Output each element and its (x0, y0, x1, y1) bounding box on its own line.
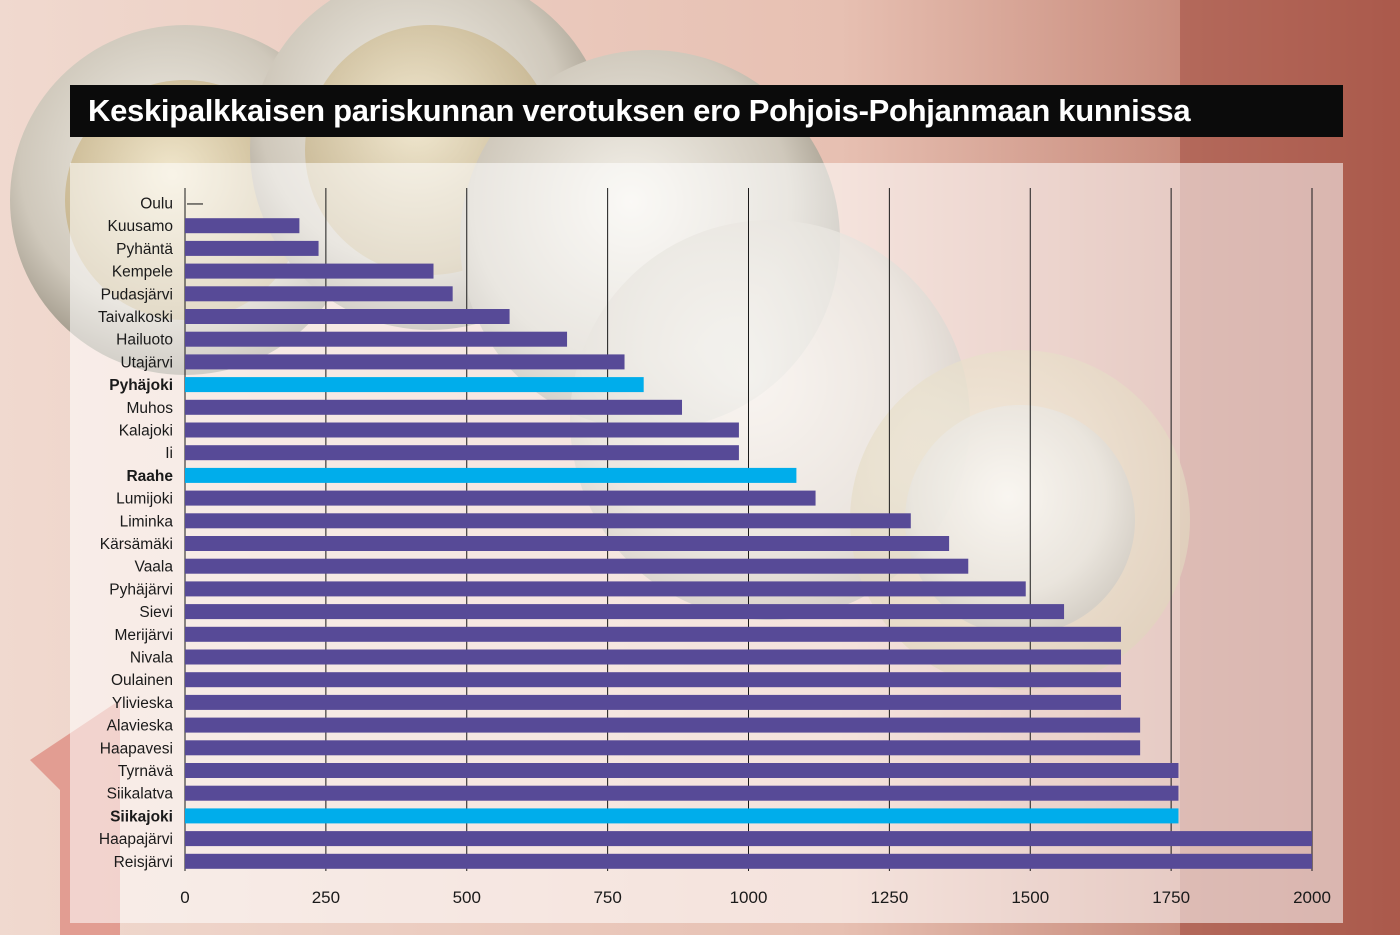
bar (185, 354, 625, 370)
category-label: Kuusamo (108, 218, 173, 235)
chart-title: Keskipalkkaisen pariskunnan verotuksen e… (70, 85, 1343, 137)
bar (185, 218, 300, 234)
category-label: Muhos (126, 400, 173, 417)
category-label: Haapavesi (100, 740, 173, 757)
category-label: Nivala (130, 650, 173, 667)
bar (185, 853, 1312, 869)
x-tick-label: 2000 (1293, 888, 1331, 907)
category-label: Siikalatva (107, 786, 174, 803)
category-label: Pyhäjoki (109, 377, 173, 394)
category-label: Pyhäjärvi (109, 581, 173, 598)
category-label: Kalajoki (119, 423, 173, 440)
bar (185, 286, 453, 302)
bar (185, 445, 739, 461)
x-tick-label: 1500 (1011, 888, 1049, 907)
x-tick-label: 0 (180, 888, 189, 907)
category-labels: Oulu Kuusamo Pyhäntä Kempele Pudasjärvi Taiva… (98, 196, 173, 871)
category-label: Ii (165, 445, 173, 462)
grid-lines (184, 188, 1313, 871)
bar (185, 240, 319, 256)
category-label: Sievi (139, 604, 173, 621)
x-tick-label: 750 (593, 888, 621, 907)
x-tick-label: 1000 (730, 888, 768, 907)
category-label: Ylivieska (112, 695, 174, 712)
category-label: Oulainen (111, 672, 173, 689)
bar (185, 377, 644, 393)
zero-marker: — (187, 195, 203, 212)
bar (185, 785, 1179, 801)
bars: — (185, 195, 1312, 869)
bar (185, 558, 969, 574)
category-label: Raahe (126, 468, 173, 485)
bar (185, 604, 1065, 620)
bar (185, 399, 683, 415)
category-label: Utajärvi (120, 354, 173, 371)
category-label: Pudasjärvi (101, 286, 173, 303)
bar (185, 763, 1179, 778)
category-label: Kempele (112, 264, 173, 281)
category-label: Haapajärvi (99, 831, 173, 848)
chart-panel: — Oulu Kuusamo Pyhäntä Kempele Pudasjärvi Tai… (70, 163, 1343, 923)
bar (185, 263, 434, 279)
bar (185, 626, 1121, 642)
category-label: Merijärvi (114, 627, 173, 644)
x-tick-label: 1250 (870, 888, 908, 907)
bar (185, 331, 568, 347)
category-label: Vaala (135, 559, 174, 576)
category-label: Oulu (140, 196, 173, 213)
bar (185, 717, 1141, 733)
bar (185, 808, 1179, 824)
bar (185, 694, 1121, 710)
category-label: Taivalkoski (98, 309, 173, 326)
bar (185, 490, 816, 506)
category-label: Hailuoto (116, 332, 173, 349)
x-tick-label: 250 (312, 888, 340, 907)
category-label: Reisjärvi (114, 854, 173, 871)
bar-chart: — Oulu Kuusamo Pyhäntä Kempele Pudasjärvi Tai… (98, 188, 1331, 907)
bar (185, 422, 739, 438)
category-label: Siikajoki (110, 808, 173, 825)
bar (185, 309, 510, 324)
bar (185, 831, 1312, 847)
bar (185, 581, 1026, 597)
bar (185, 513, 911, 529)
bar (185, 536, 950, 551)
category-label: Liminka (120, 513, 174, 530)
x-tick-label: 500 (453, 888, 481, 907)
x-tick-labels: 0 250 500 750 1000 1250 1500 1750 2000 (180, 888, 1331, 907)
bar (185, 467, 797, 483)
category-label: Tyrnävä (118, 763, 174, 780)
category-label: Lumijoki (116, 491, 173, 508)
bar (185, 672, 1121, 688)
category-label: Pyhäntä (116, 241, 173, 258)
category-label: Kärsämäki (100, 536, 173, 553)
bar (185, 649, 1121, 665)
bar (185, 740, 1141, 756)
category-label: Alavieska (107, 718, 174, 735)
x-tick-label: 1750 (1152, 888, 1190, 907)
